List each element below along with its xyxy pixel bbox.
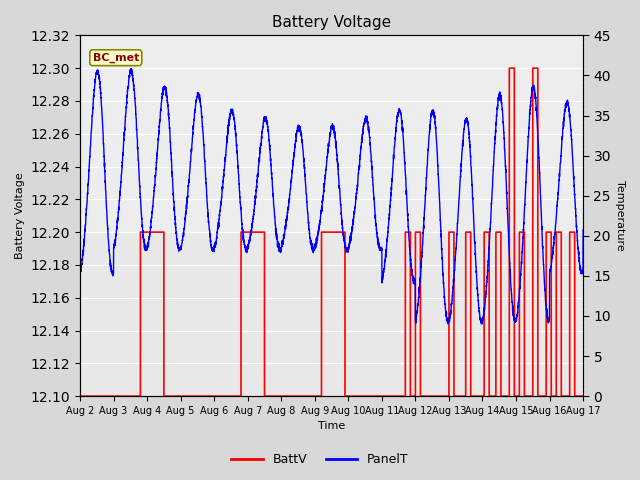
Y-axis label: Battery Voltage: Battery Voltage bbox=[15, 172, 25, 259]
X-axis label: Time: Time bbox=[318, 421, 345, 432]
Bar bbox=[80, 36, 583, 232]
Title: Battery Voltage: Battery Voltage bbox=[272, 15, 391, 30]
Legend: BattV, PanelT: BattV, PanelT bbox=[227, 448, 413, 471]
Text: BC_met: BC_met bbox=[93, 53, 139, 63]
Y-axis label: Temperature: Temperature bbox=[615, 180, 625, 251]
